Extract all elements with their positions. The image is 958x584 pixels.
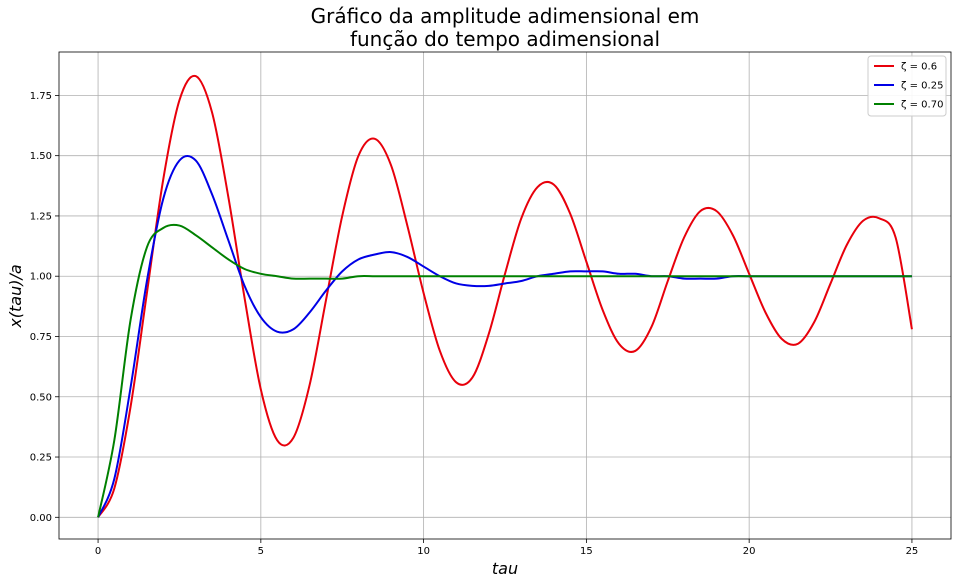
legend: ζ = 0.6 ζ = 0.25 ζ = 0.70	[867, 55, 947, 117]
x-tick-label: 25	[906, 546, 919, 557]
grid	[59, 52, 951, 539]
series-line-zeta-0-70	[97, 223, 912, 518]
y-tick-label: 1.25	[30, 211, 52, 222]
y-tick-label: 0.25	[30, 453, 52, 464]
chart-title-line-1: Gráfico da amplitude adimensional em	[311, 4, 700, 28]
y-tick-label: 0.00	[30, 513, 52, 524]
series-line-zeta-0-6	[97, 74, 913, 518]
y-tick-label: 1.75	[30, 91, 52, 102]
legend-box	[867, 55, 947, 117]
legend-entry: ζ = 0.6	[901, 62, 937, 73]
x-tick-label: 0	[95, 546, 101, 557]
y-tick-label: 1.00	[30, 272, 52, 283]
legend-entry: ζ = 0.70	[901, 100, 943, 111]
y-tick-label: 0.50	[30, 392, 52, 403]
x-axis-label: tau	[492, 559, 518, 578]
x-tick-label: 5	[258, 546, 264, 557]
legend-entry: ζ = 0.25	[901, 81, 943, 92]
plot-frame	[58, 51, 952, 540]
x-tick-label: 15	[580, 546, 593, 557]
y-tick-label: 1.50	[30, 151, 52, 162]
x-tick-label: 10	[417, 546, 430, 557]
chart-title-line-2: função do tempo adimensional	[350, 27, 660, 51]
x-axis: 0 5 10 15 20 25	[95, 539, 918, 557]
y-tick-label: 0.75	[30, 332, 52, 343]
y-axis-label: x(tau)/a	[6, 264, 25, 328]
x-tick-label: 20	[743, 546, 756, 557]
series-layer	[97, 74, 913, 518]
y-axis: 0.00 0.25 0.50 0.75 1.00 1.25 1.50 1.75	[30, 91, 59, 524]
